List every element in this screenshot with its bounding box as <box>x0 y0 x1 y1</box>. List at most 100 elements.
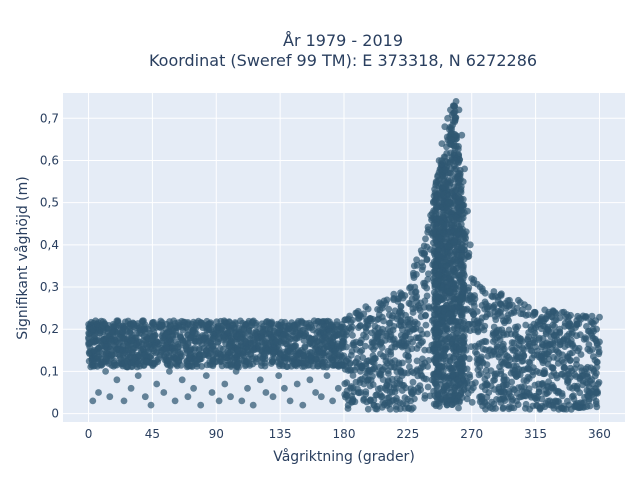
data-point <box>414 302 422 309</box>
data-point <box>573 361 580 368</box>
data-point <box>436 390 444 398</box>
data-point <box>99 321 107 329</box>
data-point <box>90 346 98 354</box>
data-point <box>448 304 456 312</box>
data-point <box>455 193 463 201</box>
data-point <box>229 330 237 337</box>
data-point <box>103 332 110 340</box>
data-point <box>585 341 593 348</box>
data-point <box>481 289 489 297</box>
y-tick-label: 0,2 <box>40 322 59 336</box>
data-point <box>397 405 404 413</box>
data-point <box>177 334 185 341</box>
data-point <box>268 334 275 341</box>
data-point <box>484 352 492 360</box>
data-point <box>458 252 465 259</box>
data-point <box>395 321 403 329</box>
data-point <box>456 355 463 362</box>
data-point <box>544 360 552 368</box>
data-point <box>329 397 336 405</box>
data-point <box>457 283 464 291</box>
data-point <box>188 363 196 370</box>
data-point <box>97 342 105 350</box>
data-point <box>127 321 135 329</box>
data-point <box>357 368 364 375</box>
data-point <box>483 372 491 379</box>
data-point <box>516 371 524 379</box>
data-point <box>242 338 250 346</box>
data-point <box>557 404 565 412</box>
data-point <box>437 253 445 261</box>
data-point <box>381 336 389 344</box>
data-point <box>259 325 267 333</box>
data-point <box>357 313 365 320</box>
data-point <box>119 346 126 354</box>
data-point <box>490 400 498 408</box>
data-point <box>143 341 151 349</box>
data-point <box>409 378 417 386</box>
data-point <box>437 191 445 198</box>
data-point <box>587 330 595 337</box>
data-point <box>494 296 502 304</box>
data-point <box>522 321 530 329</box>
data-point <box>324 332 332 339</box>
data-point <box>413 256 420 264</box>
data-point <box>181 342 189 350</box>
x-tick-label: 270 <box>460 427 483 441</box>
data-point <box>256 353 264 360</box>
data-point <box>160 389 168 396</box>
data-point <box>583 323 590 330</box>
data-point <box>458 369 465 377</box>
data-point <box>205 334 213 341</box>
data-point <box>127 384 135 392</box>
data-point <box>544 383 551 391</box>
data-point <box>525 329 532 336</box>
data-point <box>134 360 142 368</box>
data-point <box>384 394 391 402</box>
data-point <box>295 331 302 339</box>
data-point <box>438 140 446 148</box>
data-point <box>501 300 509 307</box>
data-point <box>256 376 264 384</box>
data-point <box>436 215 443 223</box>
data-point <box>281 384 288 392</box>
data-point <box>533 402 541 409</box>
data-point <box>196 356 204 363</box>
data-point <box>434 171 442 179</box>
data-point <box>122 363 130 371</box>
data-point <box>443 374 451 382</box>
data-point <box>215 333 223 340</box>
data-point <box>541 367 548 374</box>
data-point <box>170 317 178 325</box>
data-point <box>461 165 468 173</box>
data-point <box>449 294 457 302</box>
data-point <box>306 338 314 346</box>
data-point <box>298 359 305 367</box>
data-point <box>422 321 430 329</box>
data-point <box>554 348 561 356</box>
data-point <box>525 303 532 311</box>
data-point <box>530 332 538 340</box>
data-point <box>386 358 394 365</box>
data-point <box>556 314 564 322</box>
data-point <box>430 311 438 319</box>
data-point <box>413 293 421 300</box>
y-tick-labels: 0 0,1 0,2 0,3 0,4 0,5 0,6 0,7 <box>40 111 59 420</box>
data-point <box>503 352 511 360</box>
x-tick-label: 135 <box>269 427 292 441</box>
data-point <box>364 405 372 413</box>
data-point <box>239 319 246 327</box>
data-point <box>564 377 572 385</box>
data-point <box>554 387 562 395</box>
data-point <box>465 249 473 257</box>
data-point <box>459 319 467 327</box>
data-point <box>586 402 594 410</box>
data-point <box>130 355 138 363</box>
data-point <box>462 346 470 354</box>
data-point <box>195 338 203 346</box>
data-point <box>299 401 307 409</box>
data-point <box>315 351 322 358</box>
data-point <box>447 249 454 257</box>
data-point <box>435 271 443 279</box>
data-point <box>457 294 465 302</box>
